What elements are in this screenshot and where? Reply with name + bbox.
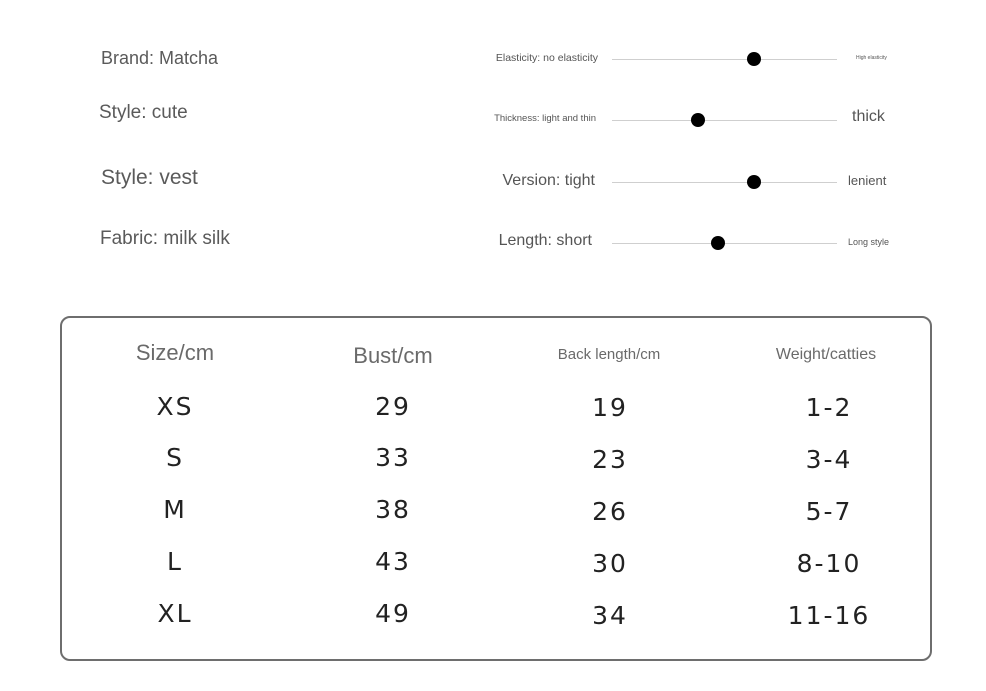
scale-length: Length: short Long style — [0, 228, 986, 258]
scale-left-label: Elasticity: no elasticity — [495, 52, 598, 64]
table-cell: S — [166, 443, 184, 472]
table-cell: 33 — [375, 443, 411, 472]
scale-right-label: High elasticity — [856, 55, 887, 61]
scale-marker — [710, 236, 725, 250]
table-header-back-length: Back length/cm — [557, 346, 661, 363]
size-table — [60, 316, 932, 661]
table-cell: 26 — [592, 497, 628, 526]
table-cell: L — [167, 547, 183, 576]
scale-track — [612, 182, 837, 183]
scale-right-label: thick — [852, 108, 885, 125]
table-cell: 29 — [375, 392, 411, 421]
scale-left-label: Thickness: light and thin — [494, 113, 596, 124]
attribute-fabric: Fabric: milk silk — [100, 228, 230, 249]
table-cell: M — [163, 495, 187, 524]
table-cell: XS — [156, 392, 194, 421]
table-cell: 30 — [592, 549, 628, 578]
scale-thickness: Thickness: light and thin thick — [0, 105, 986, 135]
table-cell: 49 — [375, 599, 411, 628]
table-cell: 8-10 — [796, 549, 862, 578]
scale-track — [612, 59, 837, 60]
scale-version: Version: tight lenient — [0, 167, 986, 197]
table-cell: 3-4 — [805, 445, 853, 474]
table-cell: 43 — [375, 547, 411, 576]
scale-track — [612, 120, 837, 121]
table-cell: 19 — [592, 393, 628, 422]
scale-marker — [690, 113, 705, 127]
table-cell: 34 — [592, 601, 628, 630]
scale-elasticity: Elasticity: no elasticity High elasticit… — [0, 44, 986, 74]
attribute-style-vest: Style: vest — [101, 166, 198, 189]
scale-left-label: Version: tight — [502, 172, 596, 189]
table-cell: 1-2 — [805, 393, 853, 422]
scale-right-label: Long style — [848, 237, 890, 247]
attribute-brand: Brand: Matcha — [101, 48, 219, 68]
table-cell: 11-16 — [787, 601, 871, 630]
table-header-bust: Bust/cm — [353, 343, 433, 368]
table-header-weight: Weight/catties — [775, 346, 877, 363]
table-cell: XL — [157, 599, 193, 628]
table-cell: 23 — [592, 445, 628, 474]
scale-right-label: lenient — [848, 173, 887, 188]
attribute-style-cute: Style: cute — [99, 102, 188, 123]
table-header-size: Size/cm — [135, 340, 215, 365]
table-cell: 5-7 — [805, 497, 853, 526]
scale-marker — [746, 175, 761, 189]
table-cell: 38 — [375, 495, 411, 524]
scale-left-label: Length: short — [498, 232, 592, 249]
scale-marker — [746, 52, 761, 66]
